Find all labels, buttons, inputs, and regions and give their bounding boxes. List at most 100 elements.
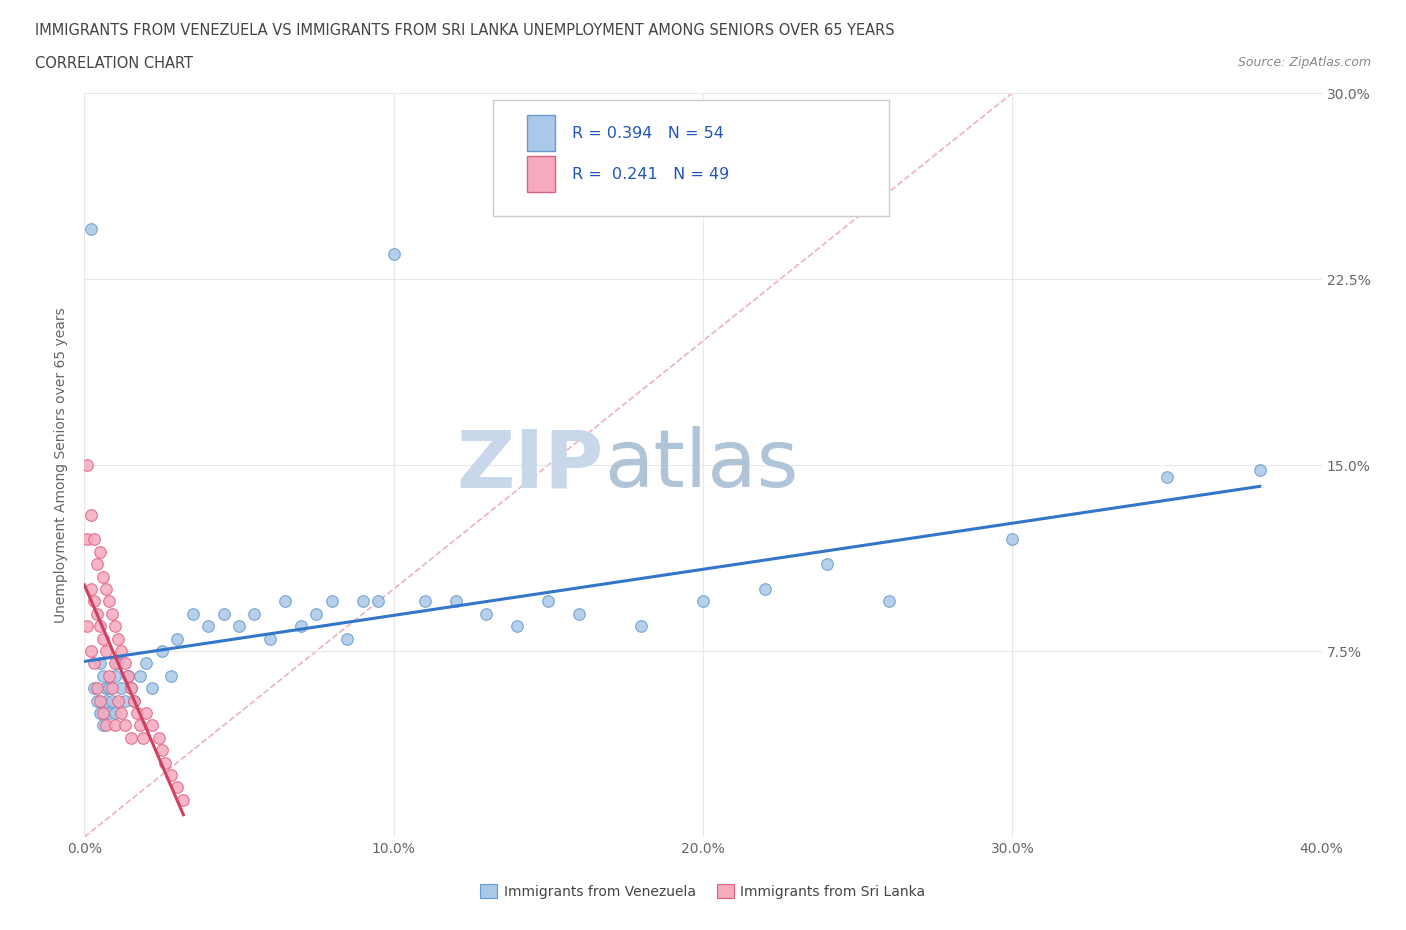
Point	[91, 669, 114, 684]
Point	[83, 681, 105, 696]
Point	[104, 706, 127, 721]
Point	[290, 618, 312, 633]
Point	[475, 606, 498, 621]
Point	[76, 618, 98, 633]
Point	[76, 532, 98, 547]
Point	[104, 618, 127, 633]
Text: ZIP: ZIP	[457, 426, 605, 504]
Point	[153, 755, 176, 770]
Point	[754, 581, 776, 596]
Point	[91, 569, 114, 584]
Point	[197, 618, 219, 633]
Point	[1001, 532, 1024, 547]
Point	[243, 606, 266, 621]
Point	[212, 606, 235, 621]
Point	[98, 594, 121, 609]
Point	[1249, 462, 1271, 477]
Point	[101, 606, 124, 621]
Point	[181, 606, 204, 621]
Point	[129, 669, 152, 684]
Point	[125, 706, 148, 721]
Point	[110, 644, 132, 658]
Point	[305, 606, 328, 621]
Point	[1156, 470, 1178, 485]
Point	[537, 594, 560, 609]
Point	[79, 222, 101, 237]
Point	[352, 594, 374, 609]
Point	[94, 693, 117, 708]
Point	[98, 681, 121, 696]
Point	[129, 718, 152, 733]
Point	[107, 631, 129, 646]
Point	[89, 618, 111, 633]
Point	[110, 706, 132, 721]
Point	[120, 681, 142, 696]
Text: R =  0.241   N = 49: R = 0.241 N = 49	[572, 166, 730, 181]
Text: Source: ZipAtlas.com: Source: ZipAtlas.com	[1237, 56, 1371, 69]
Point	[413, 594, 436, 609]
Point	[114, 656, 136, 671]
Y-axis label: Unemployment Among Seniors over 65 years: Unemployment Among Seniors over 65 years	[55, 307, 69, 623]
Point	[141, 681, 163, 696]
Point	[568, 606, 591, 621]
Point	[89, 656, 111, 671]
Point	[79, 644, 101, 658]
Point	[228, 618, 250, 633]
Point	[89, 544, 111, 559]
Point	[141, 718, 163, 733]
Point	[274, 594, 297, 609]
Legend: Immigrants from Venezuela, Immigrants from Sri Lanka: Immigrants from Venezuela, Immigrants fr…	[475, 879, 931, 905]
Point	[76, 458, 98, 472]
Point	[506, 618, 529, 633]
Point	[91, 631, 114, 646]
Point	[91, 706, 114, 721]
Point	[122, 693, 145, 708]
Point	[94, 644, 117, 658]
Point	[110, 681, 132, 696]
FancyBboxPatch shape	[492, 100, 889, 216]
Point	[89, 693, 111, 708]
Bar	[527, 156, 554, 192]
Point	[83, 656, 105, 671]
Point	[120, 730, 142, 745]
Text: atlas: atlas	[605, 426, 799, 504]
Point	[815, 557, 838, 572]
Point	[107, 693, 129, 708]
Point	[86, 681, 108, 696]
Point	[166, 780, 188, 795]
Point	[83, 532, 105, 547]
Point	[122, 693, 145, 708]
Point	[172, 792, 194, 807]
Point	[150, 644, 173, 658]
Point	[135, 706, 157, 721]
Point	[166, 631, 188, 646]
Point	[160, 767, 183, 782]
Point	[321, 594, 343, 609]
Point	[79, 507, 101, 522]
Point	[120, 681, 142, 696]
Point	[86, 693, 108, 708]
Text: R = 0.394   N = 54: R = 0.394 N = 54	[572, 126, 724, 140]
Point	[94, 681, 117, 696]
Point	[160, 669, 183, 684]
Point	[98, 669, 121, 684]
Point	[79, 581, 101, 596]
Point	[114, 718, 136, 733]
Point	[630, 618, 652, 633]
Text: CORRELATION CHART: CORRELATION CHART	[35, 56, 193, 71]
Point	[104, 669, 127, 684]
Point	[382, 246, 405, 261]
Point	[132, 730, 155, 745]
Point	[104, 656, 127, 671]
Point	[94, 718, 117, 733]
Point	[86, 606, 108, 621]
Point	[114, 693, 136, 708]
Point	[101, 693, 124, 708]
Point	[336, 631, 359, 646]
Point	[135, 656, 157, 671]
Point	[98, 706, 121, 721]
Point	[148, 730, 170, 745]
Point	[83, 594, 105, 609]
Point	[367, 594, 389, 609]
Text: IMMIGRANTS FROM VENEZUELA VS IMMIGRANTS FROM SRI LANKA UNEMPLOYMENT AMONG SENIOR: IMMIGRANTS FROM VENEZUELA VS IMMIGRANTS …	[35, 23, 894, 38]
